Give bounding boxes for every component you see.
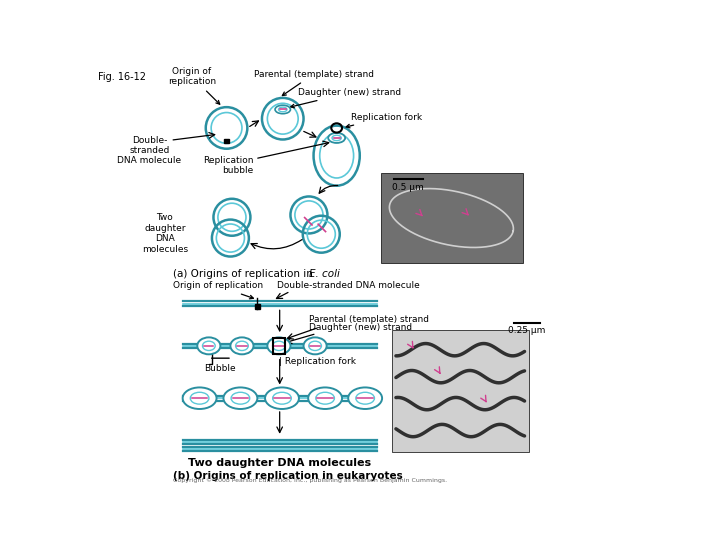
Ellipse shape [202, 341, 215, 350]
Ellipse shape [230, 338, 253, 354]
Text: Copyright © 2008 Pearson Education, Inc., publishing as Pearson Benjamin Cumming: Copyright © 2008 Pearson Education, Inc.… [173, 477, 447, 483]
Ellipse shape [332, 135, 341, 140]
Text: Parental (template) strand: Parental (template) strand [309, 315, 429, 325]
Text: (b) Origins of replication in eukaryotes: (b) Origins of replication in eukaryotes [173, 471, 402, 481]
Ellipse shape [235, 341, 248, 350]
Text: Parental (template) strand: Parental (template) strand [253, 70, 374, 96]
Bar [381, 173, 523, 264]
Text: Double-stranded DNA molecule: Double-stranded DNA molecule [276, 281, 419, 291]
Text: Origin of
replication: Origin of replication [168, 67, 220, 104]
Ellipse shape [309, 341, 321, 350]
Text: | Replication fork: | Replication fork [279, 356, 356, 366]
Bar [392, 330, 529, 452]
Ellipse shape [190, 392, 209, 404]
Text: Origin of replication: Origin of replication [173, 281, 263, 299]
Ellipse shape [223, 387, 257, 409]
Ellipse shape [265, 387, 299, 409]
Text: Two daughter DNA molecules: Two daughter DNA molecules [188, 458, 372, 468]
Text: Daughter (new) strand: Daughter (new) strand [291, 88, 401, 108]
Text: (a) Origins of replication in: (a) Origins of replication in [173, 269, 316, 279]
Bar [255, 304, 260, 309]
Bar [273, 338, 285, 354]
Ellipse shape [304, 338, 327, 354]
Text: Replication
bubble: Replication bubble [203, 156, 253, 175]
Ellipse shape [267, 338, 290, 354]
Text: Fig. 16-12: Fig. 16-12 [98, 72, 146, 82]
Text: Replication fork: Replication fork [346, 113, 422, 128]
Text: 0.5 µm: 0.5 µm [392, 183, 424, 192]
Ellipse shape [308, 387, 342, 409]
Bar [224, 139, 229, 143]
Text: Daughter (new) strand: Daughter (new) strand [309, 323, 412, 332]
Ellipse shape [197, 338, 220, 354]
Ellipse shape [275, 105, 290, 114]
Ellipse shape [279, 107, 287, 112]
Ellipse shape [328, 133, 345, 143]
Ellipse shape [183, 387, 217, 409]
Ellipse shape [316, 392, 334, 404]
Ellipse shape [273, 341, 285, 350]
Ellipse shape [356, 392, 374, 404]
Text: Two
daughter
DNA
molecules: Two daughter DNA molecules [142, 213, 188, 254]
Text: Double-
stranded
DNA molecule: Double- stranded DNA molecule [117, 136, 181, 165]
Text: 0.25 µm: 0.25 µm [508, 326, 546, 335]
Text: Bubble: Bubble [204, 363, 236, 373]
Ellipse shape [348, 387, 382, 409]
Ellipse shape [231, 392, 250, 404]
Text: E. coli: E. coli [309, 269, 340, 279]
Ellipse shape [273, 392, 292, 404]
